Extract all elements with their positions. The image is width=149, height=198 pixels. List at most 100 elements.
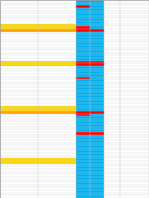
Bar	[76, 195, 90, 198]
Bar	[90, 79, 104, 82]
Bar	[76, 21, 90, 24]
Bar	[90, 188, 104, 190]
Bar	[76, 5, 90, 8]
Bar	[76, 129, 90, 132]
Bar	[76, 108, 90, 111]
Bar	[76, 148, 90, 150]
Bar	[90, 158, 104, 161]
Bar	[76, 95, 90, 98]
Bar	[90, 18, 104, 21]
Bar	[90, 3, 104, 5]
Bar	[90, 193, 104, 195]
Bar	[76, 177, 90, 180]
Bar	[76, 106, 90, 108]
Bar	[90, 121, 104, 124]
Bar	[90, 169, 104, 172]
Bar	[90, 143, 104, 145]
Bar	[90, 48, 104, 50]
Bar	[76, 74, 90, 77]
Bar	[76, 166, 90, 169]
Bar	[90, 103, 104, 106]
Bar	[76, 100, 90, 103]
Bar	[90, 24, 104, 26]
Bar	[90, 172, 104, 174]
Bar	[76, 156, 90, 158]
Bar	[76, 13, 90, 16]
Bar	[76, 132, 90, 135]
Bar	[76, 29, 90, 32]
Bar	[76, 58, 90, 61]
Bar	[90, 63, 104, 66]
Bar	[38, 63, 76, 66]
Bar	[90, 177, 104, 180]
Bar	[90, 53, 104, 55]
Bar	[76, 16, 90, 18]
Bar	[90, 45, 104, 48]
Bar	[76, 61, 90, 63]
Bar	[90, 98, 104, 100]
Bar	[76, 10, 90, 13]
Bar	[90, 40, 104, 42]
Bar	[76, 26, 90, 29]
Bar	[90, 166, 104, 169]
Bar	[0, 24, 38, 26]
Bar	[38, 106, 76, 108]
Bar	[90, 106, 104, 108]
Bar	[90, 164, 104, 166]
Bar	[76, 135, 90, 137]
Bar	[90, 26, 104, 29]
Bar	[90, 156, 104, 158]
Bar	[76, 50, 90, 53]
Bar	[90, 137, 104, 140]
Bar	[0, 161, 38, 164]
Bar	[76, 190, 90, 193]
Bar	[76, 172, 90, 174]
Bar	[90, 92, 104, 95]
Bar	[76, 111, 90, 113]
Bar	[90, 5, 104, 8]
Bar	[90, 127, 104, 129]
Bar	[38, 158, 76, 161]
Bar	[90, 95, 104, 98]
Bar	[76, 169, 90, 172]
Bar	[38, 108, 76, 111]
Bar	[90, 153, 104, 156]
Bar	[90, 34, 104, 37]
Bar	[90, 140, 104, 143]
Bar	[76, 77, 90, 79]
Bar	[76, 193, 90, 195]
Bar	[90, 74, 104, 77]
Bar	[76, 145, 90, 148]
Bar	[0, 111, 38, 113]
Bar	[90, 32, 104, 34]
Bar	[0, 29, 38, 32]
Bar	[38, 29, 76, 32]
Bar	[76, 180, 90, 182]
Bar	[76, 137, 90, 140]
Bar	[76, 161, 90, 164]
Bar	[90, 71, 104, 74]
Bar	[76, 79, 90, 82]
Bar	[0, 106, 38, 108]
Bar	[90, 50, 104, 53]
Bar	[90, 69, 104, 71]
Bar	[38, 161, 76, 164]
Bar	[90, 13, 104, 16]
Bar	[38, 24, 76, 26]
Bar	[76, 174, 90, 177]
Bar	[76, 24, 90, 26]
Bar	[90, 0, 104, 3]
Bar	[76, 121, 90, 124]
Bar	[76, 158, 90, 161]
Bar	[76, 34, 90, 37]
Bar	[76, 113, 90, 116]
Bar	[90, 119, 104, 121]
Bar	[76, 98, 90, 100]
Bar	[76, 63, 90, 66]
Bar	[90, 100, 104, 103]
Bar	[90, 145, 104, 148]
Bar	[76, 82, 90, 85]
Bar	[76, 124, 90, 127]
Bar	[76, 66, 90, 69]
Bar	[90, 182, 104, 185]
